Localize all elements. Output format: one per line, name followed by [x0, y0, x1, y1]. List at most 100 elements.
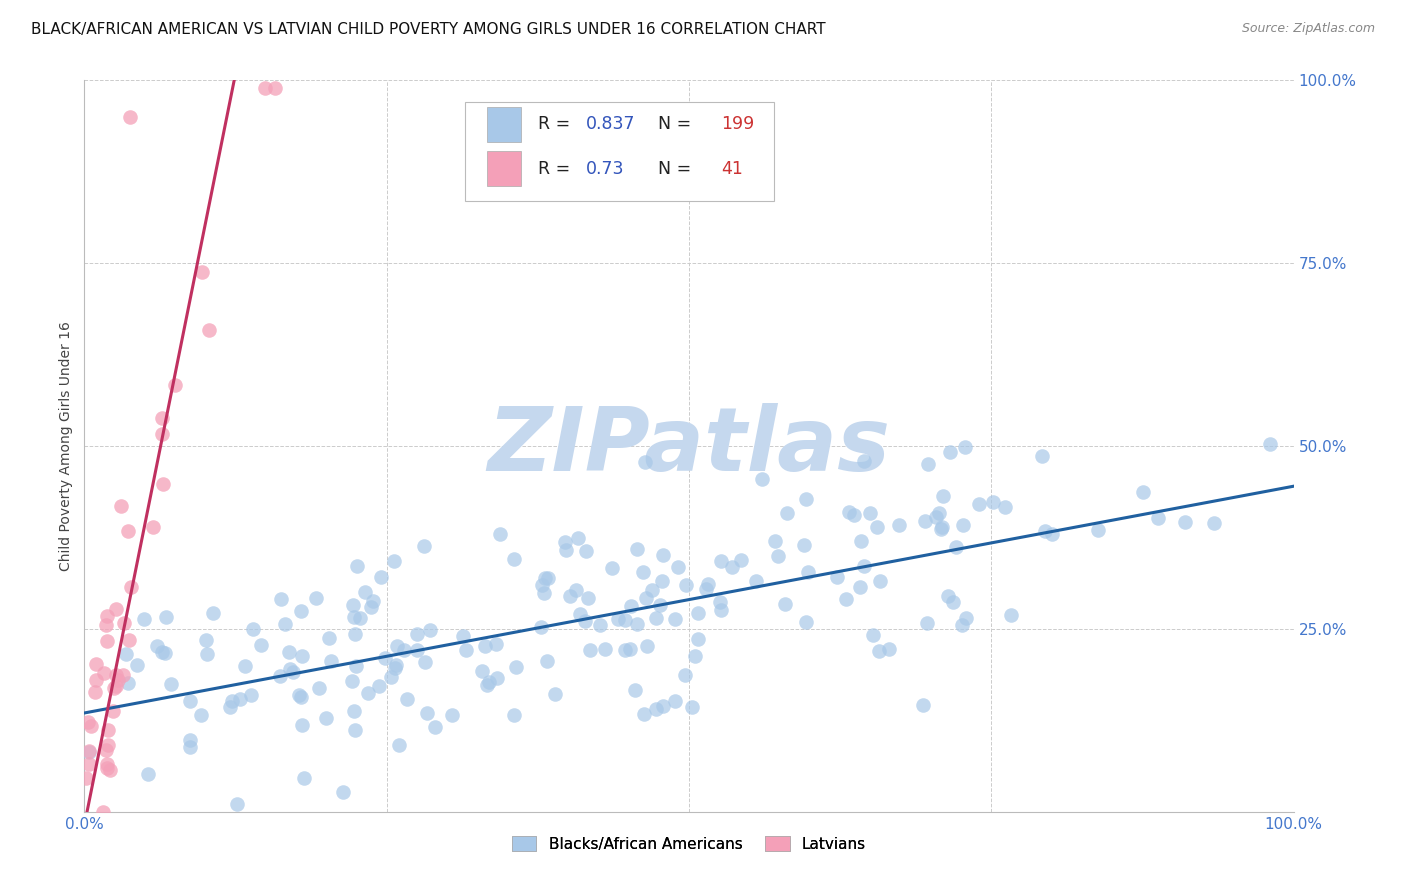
Point: [115, 648, 138, 662]
Point: [120, 110, 142, 124]
Point: [1033, 524, 1056, 538]
Point: [558, 589, 581, 603]
Point: [308, 681, 330, 695]
Point: [710, 554, 733, 568]
Point: [475, 678, 498, 692]
Point: [179, 739, 201, 754]
Point: [290, 604, 312, 618]
Point: [104, 668, 127, 682]
Point: [942, 595, 965, 609]
Point: [96, 756, 118, 771]
Point: [626, 616, 648, 631]
Point: [104, 679, 127, 693]
Point: [626, 541, 648, 556]
Point: [579, 643, 602, 657]
Point: [688, 632, 710, 646]
Point: [636, 639, 658, 653]
Point: [84, 673, 107, 688]
Point: [384, 660, 406, 674]
Point: [242, 622, 264, 636]
Point: [620, 599, 643, 613]
Point: [844, 508, 866, 522]
Point: [911, 698, 934, 713]
Point: [423, 720, 446, 734]
Point: [502, 708, 524, 723]
Text: 199: 199: [721, 115, 755, 133]
Point: [155, 609, 177, 624]
Point: [84, 685, 107, 699]
Text: 0.837: 0.837: [586, 115, 636, 133]
Point: [651, 548, 673, 562]
Text: ZIPatlas: ZIPatlas: [488, 402, 890, 490]
Point: [91, 805, 114, 819]
Point: [1087, 523, 1109, 537]
FancyBboxPatch shape: [486, 107, 520, 142]
Point: [773, 597, 796, 611]
Point: [600, 561, 623, 575]
Point: [344, 627, 367, 641]
Point: [118, 632, 141, 647]
Point: [152, 476, 174, 491]
Point: [190, 708, 212, 723]
Point: [340, 673, 363, 688]
Point: [682, 700, 704, 714]
Point: [96, 743, 118, 757]
Point: [290, 690, 312, 704]
Point: [319, 654, 342, 668]
Point: [419, 623, 441, 637]
Point: [710, 603, 733, 617]
Point: [932, 490, 955, 504]
Point: [134, 612, 156, 626]
Point: [474, 639, 496, 653]
Point: [593, 642, 616, 657]
Point: [565, 583, 588, 598]
Point: [862, 628, 884, 642]
Point: [955, 611, 977, 625]
Point: [981, 494, 1004, 508]
Point: [384, 658, 406, 673]
Point: [664, 693, 686, 707]
Point: [928, 506, 950, 520]
Point: [405, 643, 427, 657]
FancyBboxPatch shape: [486, 151, 520, 186]
Point: [291, 649, 314, 664]
Point: [945, 540, 967, 554]
Point: [456, 642, 478, 657]
Point: [77, 756, 100, 771]
Point: [634, 591, 657, 606]
Text: 41: 41: [721, 160, 744, 178]
Point: [98, 763, 121, 777]
Point: [270, 592, 292, 607]
Point: [950, 618, 973, 632]
Point: [531, 578, 554, 592]
Point: [229, 691, 252, 706]
Point: [226, 797, 249, 812]
Point: [794, 615, 817, 629]
Point: [198, 323, 221, 337]
Point: [77, 714, 100, 729]
Point: [853, 454, 876, 468]
Point: [195, 647, 218, 661]
Point: [305, 591, 328, 605]
Point: [117, 524, 139, 538]
Point: [160, 676, 183, 690]
Point: [110, 499, 132, 513]
Point: [589, 617, 612, 632]
Point: [367, 679, 389, 693]
Text: R =: R =: [538, 115, 575, 133]
Point: [489, 527, 512, 541]
Point: [101, 704, 124, 718]
Point: [471, 664, 494, 678]
Text: BLACK/AFRICAN AMERICAN VS LATVIAN CHILD POVERTY AMONG GIRLS UNDER 16 CORRELATION: BLACK/AFRICAN AMERICAN VS LATVIAN CHILD …: [31, 22, 825, 37]
Point: [720, 560, 742, 574]
Point: [80, 719, 103, 733]
Point: [94, 618, 117, 632]
Point: [877, 642, 900, 657]
Point: [533, 586, 555, 600]
Point: [288, 688, 311, 702]
Point: [835, 591, 858, 606]
Point: [451, 628, 474, 642]
Point: [544, 687, 567, 701]
Point: [111, 667, 134, 681]
Point: [925, 510, 948, 524]
